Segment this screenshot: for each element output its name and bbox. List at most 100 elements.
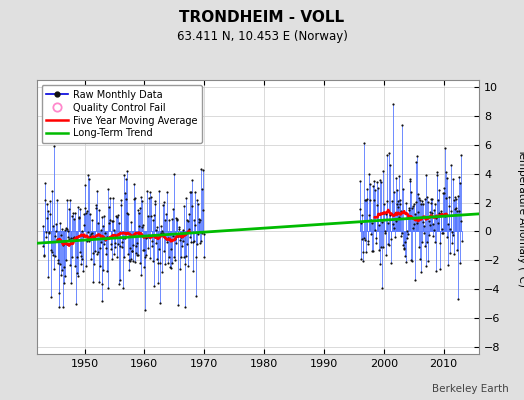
- Point: [76, 249, 84, 256]
- Point: [123, 168, 132, 174]
- Point: [408, 204, 417, 211]
- Point: [57, 232, 66, 239]
- Point: [169, 206, 177, 212]
- Point: [445, 250, 454, 256]
- Point: [401, 253, 409, 259]
- Point: [431, 238, 439, 245]
- Point: [439, 185, 447, 191]
- Point: [73, 270, 81, 276]
- Point: [456, 152, 465, 158]
- Point: [166, 264, 174, 270]
- Point: [360, 235, 368, 241]
- Point: [69, 234, 78, 240]
- Point: [83, 229, 92, 235]
- Point: [39, 223, 47, 230]
- Point: [381, 228, 389, 234]
- Point: [433, 197, 442, 203]
- Point: [58, 304, 67, 310]
- Point: [126, 245, 134, 251]
- Point: [164, 234, 172, 241]
- Point: [184, 263, 192, 270]
- Point: [42, 228, 50, 235]
- Point: [370, 187, 379, 193]
- Point: [120, 172, 128, 178]
- Point: [149, 258, 158, 264]
- Point: [151, 200, 159, 207]
- Point: [143, 234, 151, 240]
- Point: [178, 232, 187, 238]
- Point: [163, 260, 172, 266]
- Point: [424, 218, 433, 224]
- Point: [357, 236, 366, 242]
- Point: [69, 235, 77, 242]
- Point: [441, 195, 450, 202]
- Point: [385, 242, 393, 248]
- Point: [413, 220, 421, 226]
- Point: [44, 274, 52, 280]
- Point: [363, 196, 372, 202]
- Point: [177, 234, 185, 240]
- Point: [115, 280, 123, 287]
- Point: [373, 179, 381, 186]
- Point: [192, 293, 200, 299]
- Point: [101, 230, 110, 236]
- Point: [383, 198, 391, 204]
- Point: [375, 222, 384, 228]
- Point: [86, 230, 95, 237]
- Point: [449, 232, 457, 239]
- Point: [455, 174, 463, 180]
- Point: [144, 213, 152, 219]
- Point: [409, 200, 418, 207]
- Point: [441, 145, 449, 152]
- Point: [430, 200, 439, 207]
- Point: [150, 282, 158, 289]
- Point: [392, 218, 400, 224]
- Point: [190, 238, 198, 244]
- Point: [117, 197, 126, 203]
- Point: [405, 206, 413, 213]
- Point: [429, 207, 438, 213]
- Point: [399, 242, 407, 248]
- Point: [45, 230, 53, 236]
- Point: [133, 239, 141, 246]
- Point: [89, 250, 97, 256]
- Point: [42, 214, 51, 221]
- Point: [398, 186, 407, 192]
- Point: [70, 216, 78, 222]
- Point: [126, 258, 135, 264]
- Point: [121, 235, 129, 241]
- Point: [191, 222, 199, 228]
- Point: [43, 201, 51, 207]
- Point: [142, 252, 150, 258]
- Point: [149, 216, 157, 223]
- Point: [48, 188, 56, 194]
- Point: [196, 217, 204, 223]
- Point: [388, 198, 396, 204]
- Point: [171, 257, 179, 263]
- Point: [419, 201, 427, 207]
- Point: [141, 235, 150, 241]
- Point: [67, 280, 75, 286]
- Point: [390, 210, 399, 216]
- Point: [136, 204, 144, 211]
- Point: [368, 248, 377, 254]
- Point: [189, 238, 198, 245]
- Point: [130, 180, 138, 187]
- Point: [200, 231, 208, 237]
- Point: [50, 253, 59, 259]
- Point: [362, 197, 370, 204]
- Point: [43, 208, 52, 214]
- Point: [394, 198, 402, 205]
- Point: [185, 226, 193, 232]
- Point: [58, 226, 67, 232]
- Point: [89, 235, 97, 241]
- Point: [104, 285, 112, 291]
- Point: [72, 301, 80, 308]
- Point: [453, 247, 461, 254]
- Point: [86, 211, 94, 217]
- Point: [115, 220, 124, 226]
- Point: [453, 296, 462, 302]
- Point: [65, 206, 73, 213]
- Point: [97, 239, 105, 245]
- Point: [56, 261, 64, 267]
